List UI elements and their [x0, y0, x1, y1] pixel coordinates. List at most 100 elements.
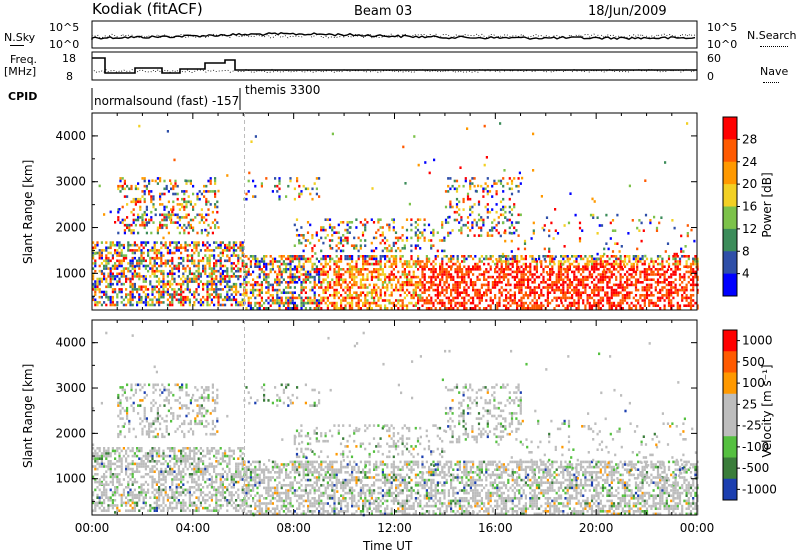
data-cell [498, 255, 501, 258]
data-cell [384, 281, 387, 284]
data-cell [161, 226, 164, 230]
data-cell [687, 275, 690, 279]
data-cell [307, 301, 310, 305]
data-cell [252, 307, 255, 310]
data-cell [180, 251, 183, 255]
data-cell [298, 234, 301, 237]
data-cell [151, 506, 154, 510]
data-cell [304, 273, 307, 276]
data-cell [132, 231, 135, 235]
data-cell [344, 304, 347, 307]
data-cell [588, 270, 591, 274]
data-cell [287, 304, 290, 307]
data-cell [640, 239, 643, 243]
data-cell [597, 262, 600, 266]
data-cell [213, 280, 216, 283]
data-cell [239, 267, 242, 271]
data-cell [160, 241, 163, 245]
data-cell [129, 293, 132, 296]
data-cell [644, 254, 647, 258]
data-cell [189, 200, 192, 204]
data-cell [162, 285, 165, 289]
data-cell [109, 460, 112, 463]
data-cell [188, 254, 191, 257]
data-cell [109, 251, 112, 255]
data-cell [377, 273, 380, 276]
data-cell [555, 288, 558, 292]
data-cell [254, 304, 257, 307]
data-cell [364, 286, 367, 289]
data-cell [588, 255, 591, 258]
data-cell [315, 270, 318, 274]
data-cell [293, 307, 296, 310]
data-cell [188, 301, 191, 304]
data-cell [145, 205, 148, 209]
data-cell [406, 262, 409, 266]
data-cell [162, 506, 165, 510]
data-cell [166, 293, 169, 296]
data-cell [111, 254, 114, 257]
data-cell [276, 190, 279, 193]
data-cell [436, 291, 439, 294]
data-cell [219, 293, 222, 296]
data-cell [510, 179, 514, 183]
data-cell [127, 493, 130, 497]
data-cell [202, 285, 205, 289]
data-cell [450, 275, 453, 279]
data-cell [674, 283, 677, 287]
data-cell [224, 264, 227, 268]
data-cell [289, 257, 292, 261]
data-cell [98, 256, 101, 260]
data-cell [213, 303, 216, 307]
data-cell [100, 295, 103, 299]
data-cell [430, 286, 433, 289]
data-cell [375, 293, 378, 297]
data-cell [280, 255, 283, 258]
data-cell [511, 275, 514, 279]
data-cell [154, 213, 157, 217]
data-cell [191, 280, 194, 283]
data-cell [450, 299, 453, 302]
data-cell [516, 273, 519, 276]
data-cell [177, 301, 180, 304]
data-cell [138, 264, 141, 268]
data-cell [174, 179, 177, 183]
data-cell [645, 257, 649, 261]
data-cell [322, 281, 325, 284]
data-cell [508, 187, 511, 191]
data-cell [463, 286, 466, 289]
data-cell [637, 260, 640, 263]
data-cell [362, 260, 365, 263]
data-cell [224, 246, 227, 250]
data-cell [278, 260, 281, 263]
data-cell [606, 260, 609, 263]
data-cell [219, 243, 222, 247]
data-cell [103, 509, 106, 512]
data-cell [151, 288, 154, 291]
data-cell [309, 260, 312, 263]
data-cell [147, 301, 150, 304]
data-cell [247, 304, 250, 307]
data-cell [454, 288, 457, 292]
data-cell [202, 241, 205, 244]
data-cell [169, 465, 172, 468]
data-cell [200, 218, 203, 222]
data-cell [617, 286, 620, 289]
data-cell [678, 268, 682, 271]
data-cell [241, 264, 244, 268]
data-cell [595, 257, 598, 261]
data-cell [560, 283, 563, 287]
data-cell [142, 264, 145, 268]
data-cell [456, 283, 459, 287]
data-cell [383, 236, 387, 240]
data-cell [189, 223, 192, 227]
data-cell [103, 447, 106, 450]
data-cell [176, 226, 179, 230]
data-cell [388, 275, 391, 279]
data-cell [495, 258, 498, 261]
data-cell [655, 226, 659, 230]
data-cell [200, 231, 203, 235]
data-cell [451, 184, 454, 188]
data-cell [160, 251, 163, 255]
data-cell [132, 221, 135, 224]
